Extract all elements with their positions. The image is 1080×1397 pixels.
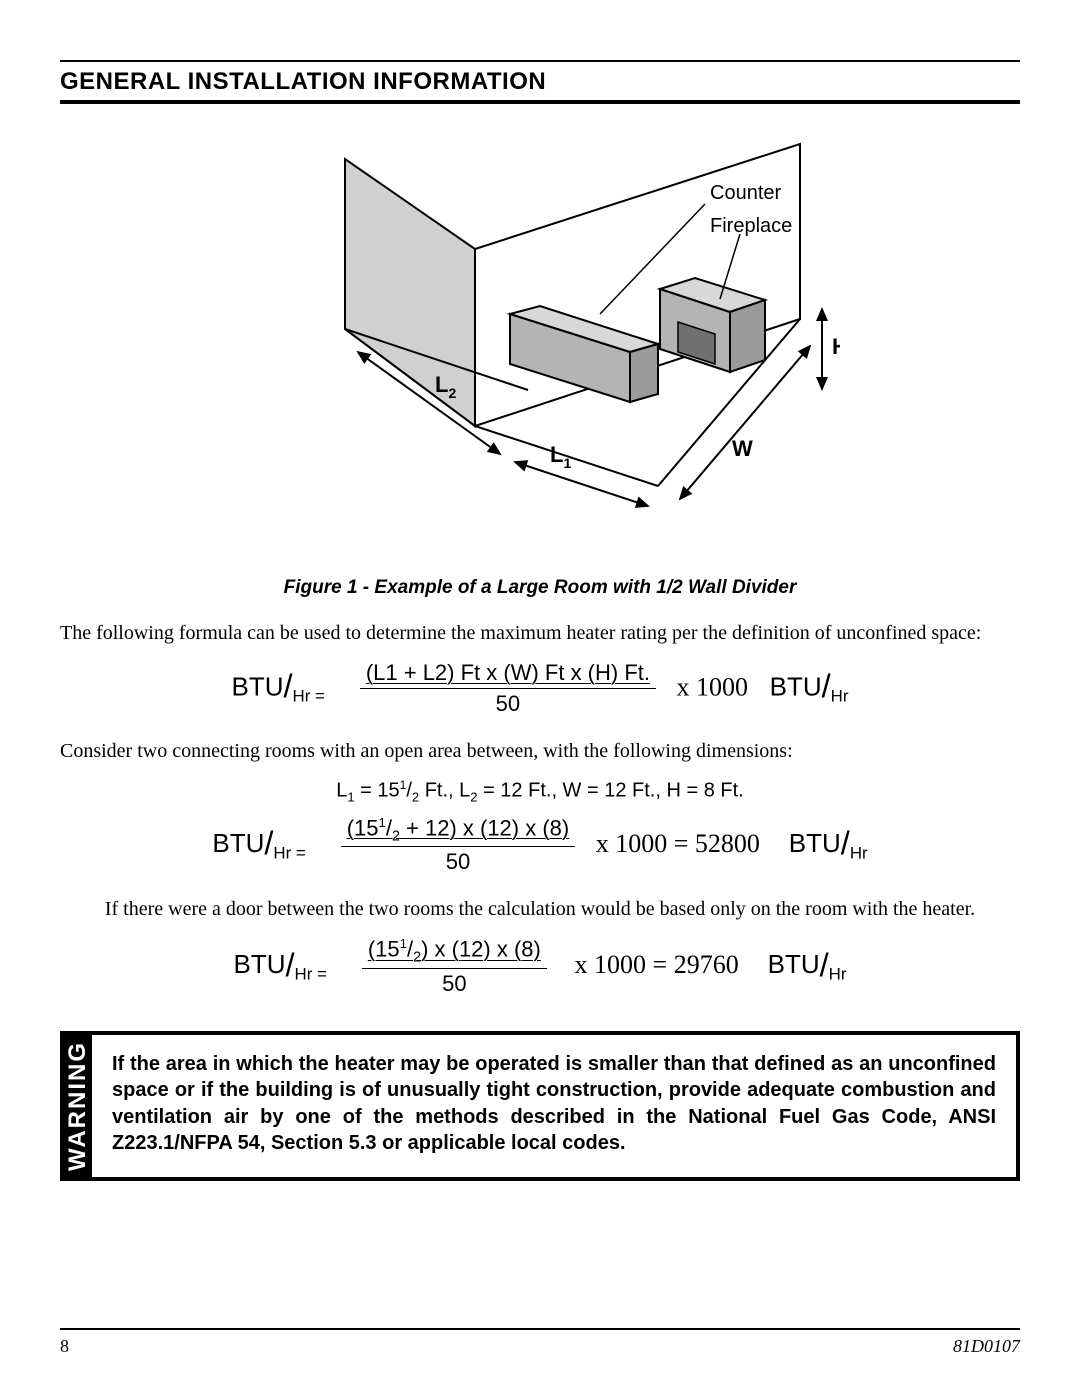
page-footer: 8 81D0107 [60,1328,1020,1357]
label-counter: Counter [710,182,781,204]
label-l1: L1 [550,442,571,471]
warning-tab: WARNING [64,1035,92,1177]
dim-w [680,346,810,499]
top-rule [60,60,1020,62]
label-fireplace: Fireplace [710,215,792,237]
fireplace-shape [660,278,765,372]
section-title: GENERAL INSTALLATION INFORMATION [60,68,1020,104]
formula-example-2: BTU/Hr = (151/2) x (12) x (8) 50 x 1000 … [60,936,1020,997]
warning-text: If the area in which the heater may be o… [92,1035,1016,1177]
label-w: W [732,436,753,461]
counter-shape [510,306,658,402]
dimensions-line: L1 = 151/2 Ft., L2 = 12 Ft., W = 12 Ft.,… [60,778,1020,805]
para-formula-intro: The following formula can be used to det… [60,621,1020,646]
label-h: H [832,334,840,359]
warning-box: WARNING If the area in which the heater … [60,1031,1020,1181]
dim-l1 [515,462,648,506]
para-example-intro: Consider two connecting rooms with an op… [60,739,1020,764]
page-number: 8 [60,1336,69,1357]
formula-example-1: BTU/Hr = (151/2 + 12) x (12) x (8) 50 x … [60,815,1020,876]
figure-caption: Figure 1 - Example of a Large Room with … [60,577,1020,599]
para-door-note: If there were a door between the two roo… [60,897,1020,922]
warning-label: WARNING [64,1041,92,1171]
document-number: 81D0107 [953,1336,1020,1357]
room-diagram: Counter Fireplace H W L1 L2 [60,134,1020,549]
formula-general: BTU/Hr = (L1 + L2) Ft x (W) Ft x (H) Ft.… [60,660,1020,717]
